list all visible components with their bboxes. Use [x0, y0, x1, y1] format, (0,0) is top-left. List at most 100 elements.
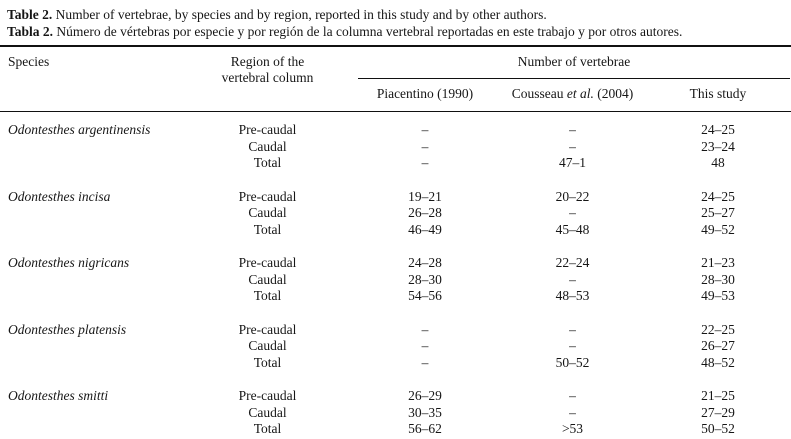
this-study-value-cell: 25–27 [701, 205, 735, 220]
table-row: Odontesthes argentinensis Pre-caudal – –… [0, 122, 791, 139]
caption-english-label: Table 2. [7, 7, 53, 22]
cousseau-value-cell: 45–48 [555, 221, 590, 237]
species-name-cell [0, 355, 185, 372]
cousseau-value-cell: – [569, 205, 576, 220]
caption-spanish-text: Número de vértebras por especie y por re… [53, 24, 683, 39]
table-row: Total 56–62 >53 50–52 [0, 421, 791, 438]
species-name-cell: Odontesthes nigricans [8, 255, 130, 270]
cousseau-value-cell: 20–22 [555, 188, 590, 204]
cousseau-value-cell: – [569, 271, 576, 287]
species-name-cell [0, 155, 185, 172]
region-cell: Caudal [248, 138, 287, 154]
piacentino-value-cell: 28–30 [408, 271, 442, 287]
piacentino-value-cell: 30–35 [408, 404, 442, 420]
species-name-cell [0, 288, 185, 305]
region-cell: Pre-caudal [238, 388, 297, 403]
this-study-value-cell: 49–52 [701, 221, 735, 237]
header-col-cousseau-pre: Cousseau [511, 86, 567, 101]
cousseau-value-cell: – [569, 138, 576, 154]
region-cell: Pre-caudal [238, 321, 297, 337]
table-row: Odontesthes nigricans Pre-caudal 24–28 2… [0, 255, 791, 272]
species-name-cell: Odontesthes argentinensis [8, 122, 151, 137]
species-name-cell [0, 139, 185, 156]
header-rule [0, 111, 791, 112]
region-cell: Pre-caudal [238, 122, 297, 137]
header-col-this-study: This study [689, 86, 747, 101]
table-body: Odontesthes argentinensis Pre-caudal – –… [0, 112, 791, 439]
header-col-piacentino: Piacentino (1990) [376, 86, 474, 101]
region-cell: Caudal [248, 404, 287, 420]
cousseau-value-cell: 50–52 [555, 354, 590, 370]
this-study-value-cell: 24–25 [701, 122, 735, 137]
region-cell: Pre-caudal [238, 188, 297, 204]
this-study-value-cell: 48–52 [701, 354, 735, 370]
table-caption: Table 2. Number of vertebrae, by species… [0, 0, 791, 45]
piacentino-value-cell: – [421, 338, 429, 353]
piacentino-value-cell: 26–29 [408, 388, 442, 403]
piacentino-value-cell: – [421, 354, 429, 370]
this-study-value-cell: 23–24 [701, 138, 735, 154]
header-region: Region of the vertebral column [185, 54, 350, 111]
region-cell: Total [253, 155, 282, 170]
table-row: Odontesthes smitti Pre-caudal 26–29 – 21… [0, 388, 791, 405]
table-header: Species Region of the vertebral column N… [0, 47, 791, 111]
region-cell: Pre-caudal [238, 255, 297, 270]
cousseau-value-cell: – [569, 122, 576, 137]
species-name-cell [0, 222, 185, 239]
region-cell: Total [253, 221, 282, 237]
piacentino-value-cell: 26–28 [408, 205, 442, 220]
region-cell: Caudal [248, 338, 287, 353]
header-col-cousseau-post: (2004) [593, 86, 634, 101]
table-row: Caudal 30–35 – 27–29 [0, 405, 791, 422]
species-name-cell: Odontesthes incisa [8, 188, 111, 204]
table-row: Odontesthes platensis Pre-caudal – – 22–… [0, 322, 791, 339]
region-cell: Total [253, 354, 282, 370]
cousseau-value-cell: – [569, 338, 576, 353]
caption-english-text: Number of vertebrae, by species and by r… [52, 7, 547, 22]
region-cell: Total [253, 288, 282, 303]
table-row: Total – 47–1 48 [0, 155, 791, 172]
cousseau-value-cell: – [569, 388, 576, 403]
species-name-cell: Odontesthes smitti [8, 388, 109, 403]
region-cell: Total [253, 421, 282, 436]
piacentino-value-cell: 56–62 [408, 421, 442, 436]
header-col-cousseau-etal: et al. [566, 86, 594, 101]
table-row: Caudal 28–30 – 28–30 [0, 272, 791, 289]
table-row: Total 46–49 45–48 49–52 [0, 222, 791, 239]
cousseau-value-cell: – [569, 404, 576, 420]
this-study-value-cell: 24–25 [701, 188, 735, 204]
piacentino-value-cell: 24–28 [408, 255, 442, 270]
this-study-value-cell: 49–53 [701, 288, 735, 303]
caption-spanish-label: Tabla 2. [7, 24, 54, 39]
piacentino-value-cell: – [421, 321, 429, 337]
this-study-value-cell: 28–30 [701, 271, 735, 287]
piacentino-value-cell: 19–21 [408, 188, 442, 204]
table-row: Caudal 26–28 – 25–27 [0, 205, 791, 222]
top-rule [0, 45, 791, 47]
cousseau-value-cell: 48–53 [555, 288, 590, 303]
header-group-number-of-vertebrae: Number of vertebrae [358, 54, 790, 79]
piacentino-value-cell: – [421, 155, 429, 170]
species-name-cell [0, 272, 185, 289]
header-species: Species [8, 54, 50, 69]
species-name-cell [0, 338, 185, 355]
species-name-cell [0, 205, 185, 222]
this-study-value-cell: 26–27 [701, 338, 735, 353]
this-study-value-cell: 50–52 [701, 421, 735, 436]
this-study-value-cell: 21–25 [701, 388, 735, 403]
this-study-value-cell: 27–29 [701, 404, 735, 420]
table-row: Caudal – – 23–24 [0, 139, 791, 156]
species-name-cell [0, 421, 185, 438]
caption-spanish: Tabla 2. Número de vértebras por especie… [7, 23, 785, 40]
this-study-value-cell: 48 [711, 155, 725, 170]
this-study-value-cell: 22–25 [701, 321, 735, 337]
species-name-cell: Odontesthes platensis [8, 321, 127, 337]
table-row: Total – 50–52 48–52 [0, 355, 791, 372]
header-col-cousseau: Cousseau et al. (2004) [500, 79, 645, 111]
table-row: Total 54–56 48–53 49–53 [0, 288, 791, 305]
cousseau-value-cell: >53 [561, 421, 584, 436]
header-region-line2: vertebral column [221, 70, 314, 85]
region-cell: Caudal [248, 205, 287, 220]
table-row: Odontesthes incisa Pre-caudal 19–21 20–2… [0, 189, 791, 206]
